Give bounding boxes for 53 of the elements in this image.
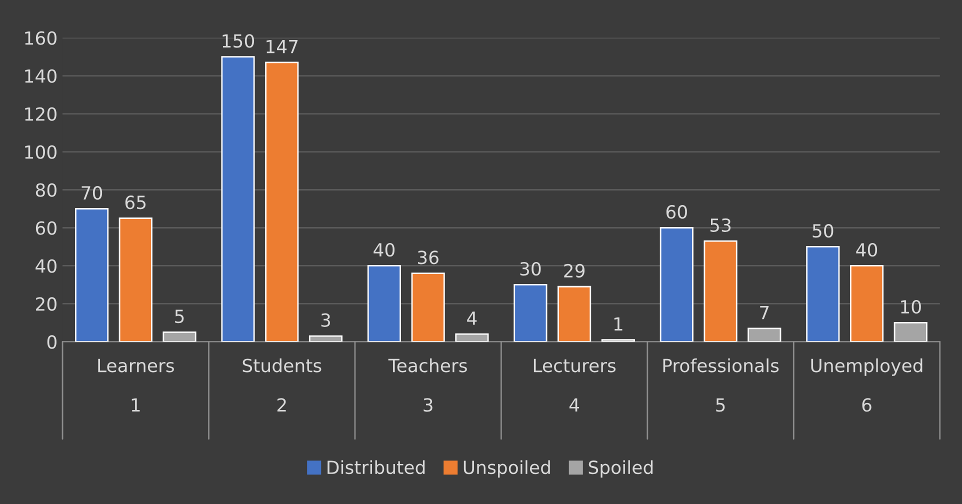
- data-label: 4: [467, 312, 477, 325]
- y-tick-label: 120: [25, 107, 56, 121]
- bar: [514, 284, 548, 342]
- y-tick-label: 140: [25, 69, 56, 83]
- data-label: 30: [520, 262, 541, 276]
- data-label: 65: [125, 196, 146, 210]
- category-label: Learners 1: [98, 358, 174, 412]
- bar: [704, 240, 738, 342]
- category-label: Teachers 3: [388, 358, 467, 412]
- data-label: 1: [614, 317, 622, 330]
- bar: [806, 246, 840, 342]
- y-tick-label: 80: [36, 183, 56, 197]
- data-label: 10: [901, 300, 921, 314]
- bar: [850, 265, 884, 342]
- data-label: 70: [82, 186, 102, 200]
- data-label: 7: [760, 306, 769, 320]
- y-tick-label: 60: [36, 221, 56, 235]
- bar: [74, 208, 109, 342]
- bar: [411, 272, 445, 342]
- bar: [558, 286, 592, 342]
- y-tick-label: 100: [25, 145, 56, 159]
- legend-label: Unspoiled: [464, 460, 550, 478]
- category-label: Unemployed 6: [811, 358, 922, 412]
- category-label: Lecturers 4: [534, 358, 616, 412]
- y-tick-label: 40: [36, 259, 56, 273]
- data-label: 29: [564, 264, 585, 278]
- bar: [221, 56, 255, 342]
- bar: [118, 218, 152, 342]
- data-label: 150: [222, 34, 254, 48]
- bar: [748, 328, 782, 342]
- category-label: Students 2: [242, 358, 322, 412]
- data-label: 3: [321, 313, 330, 327]
- y-tick-label: 20: [36, 297, 56, 311]
- data-label: 147: [266, 40, 298, 54]
- bar: [660, 227, 694, 342]
- bar: [162, 332, 196, 342]
- y-tick-label: 160: [25, 31, 56, 45]
- bar: [367, 265, 401, 342]
- legend-label: Distributed: [328, 460, 425, 474]
- bar: [265, 62, 299, 342]
- data-label: 60: [666, 205, 687, 219]
- data-label: 36: [418, 250, 438, 264]
- category-label: Professionals 5: [663, 358, 779, 412]
- data-label: 53: [710, 218, 731, 232]
- bar: [308, 335, 343, 342]
- bar: [455, 333, 489, 342]
- y-tick-label: 0: [47, 335, 56, 349]
- data-label: 5: [175, 310, 184, 324]
- data-label: 40: [856, 243, 878, 257]
- data-label: 50: [812, 224, 834, 238]
- bar: [894, 322, 928, 342]
- legend-label: Spoiled: [588, 460, 653, 478]
- data-label: 40: [374, 243, 395, 257]
